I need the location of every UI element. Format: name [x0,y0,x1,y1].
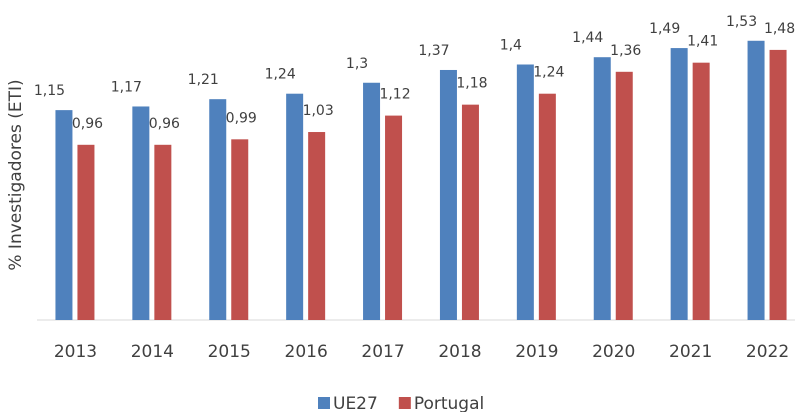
x-tick-label: 2019 [515,342,558,362]
bar [77,144,95,320]
legend-swatch [398,397,411,409]
x-tick-label: 2022 [746,342,789,362]
x-tick-label: 2018 [438,342,481,362]
data-label: 1,24 [265,67,296,83]
legend-swatch [318,397,330,409]
data-label: 0,96 [72,116,103,132]
bar [615,71,633,320]
bar [516,64,534,320]
x-tick-label: 2021 [669,342,712,362]
bar [747,40,765,321]
data-label: 1,36 [610,43,641,59]
data-label: 1,4 [500,38,522,54]
data-label: 1,03 [303,103,334,119]
data-label: 1,53 [726,14,757,30]
data-label: 0,99 [226,110,257,126]
legend-label: Portugal [414,394,484,412]
bar [769,49,787,321]
x-tick-label: 2015 [208,342,251,362]
x-tick-label: 2020 [592,342,635,362]
data-label: 0,96 [149,116,180,132]
data-label: 1,18 [456,76,487,92]
data-label: 1,48 [764,21,795,37]
bar [538,93,556,320]
bar [363,82,381,320]
bar [670,48,688,320]
data-label: 1,24 [533,65,564,81]
bar [461,104,479,321]
bar [132,106,150,320]
legend-label: UE27 [333,394,378,412]
bar [231,139,249,320]
bar [439,69,457,320]
data-label: 1,12 [379,87,410,103]
data-label: 1,41 [687,34,718,50]
data-label: 1,17 [111,79,142,95]
data-label: 1,15 [34,83,65,99]
x-tick-label: 2013 [54,342,97,362]
y-axis-title: % Investigadores (ETI) [6,79,26,270]
bar [308,132,326,320]
bar [692,62,710,321]
bar [286,93,304,320]
data-label: 1,49 [649,21,680,37]
x-tick-label: 2014 [131,342,174,362]
data-label: 1,3 [346,56,368,72]
bar [154,144,172,320]
bar [385,115,403,320]
bar [55,110,73,320]
data-label: 1,44 [572,30,603,46]
bar [209,99,227,320]
x-tick-label: 2017 [361,342,404,362]
x-tick-label: 2016 [285,342,328,362]
bar [593,57,611,320]
data-label: 1,37 [418,43,449,59]
data-label: 1,21 [188,72,219,88]
